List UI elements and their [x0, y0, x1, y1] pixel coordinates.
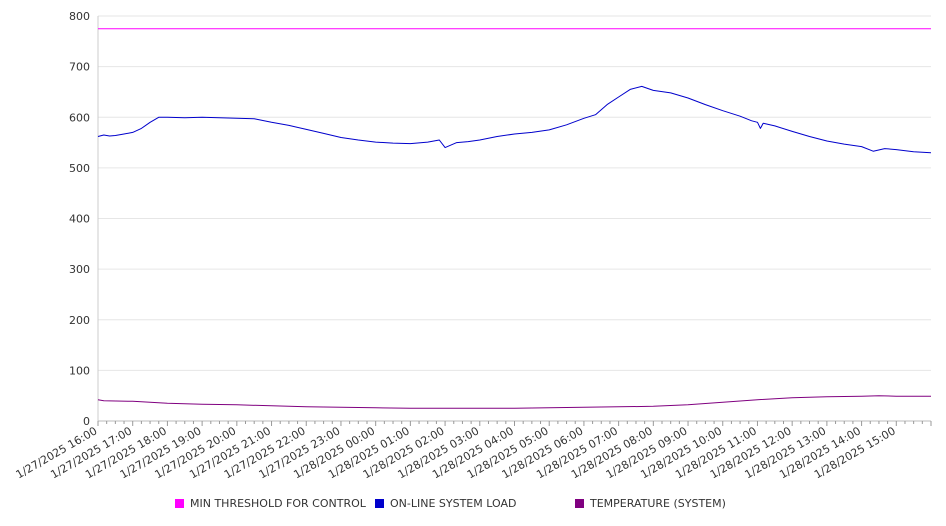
series-line-temperature-system [97, 395, 931, 409]
y-axis-tick-labels: 0 100 200 300 400 500 600 700 800 [69, 10, 90, 428]
y-tick-label-800: 800 [69, 10, 90, 23]
y-tick-label-0: 0 [83, 415, 90, 428]
legend-swatch-temperature [575, 499, 584, 508]
y-tick-label-400: 400 [69, 213, 90, 226]
legend-label-temperature: TEMPERATURE (SYSTEM) [590, 497, 726, 510]
legend-label-system-load: ON-LINE SYSTEM LOAD [390, 497, 517, 510]
legend-label-min-threshold: MIN THRESHOLD FOR CONTROL [190, 497, 366, 510]
y-tick-label-700: 700 [69, 61, 90, 74]
series-line-on-line-system-load [97, 85, 932, 154]
legend-item-temperature[interactable]: TEMPERATURE (SYSTEM) [575, 497, 726, 510]
legend-item-system-load[interactable]: ON-LINE SYSTEM LOAD [375, 497, 516, 510]
y-tick-label-300: 300 [69, 263, 90, 276]
x-axis-tick-labels: 1/27/2025 16:001/27/2025 17:001/27/2025 … [14, 424, 898, 481]
y-tick-label-100: 100 [69, 364, 90, 377]
gridlines [98, 15, 931, 371]
y-tick-label-600: 600 [69, 111, 90, 124]
legend: MIN THRESHOLD FOR CONTROL ON-LINE SYSTEM… [0, 497, 946, 515]
legend-swatch-min-threshold [175, 499, 184, 508]
axes [97, 16, 932, 426]
y-tick-label-200: 200 [69, 314, 90, 327]
series-lines [97, 28, 932, 409]
legend-swatch-system-load [375, 499, 384, 508]
legend-item-min-threshold[interactable]: MIN THRESHOLD FOR CONTROL [175, 497, 366, 510]
y-tick-label-500: 500 [69, 162, 90, 175]
